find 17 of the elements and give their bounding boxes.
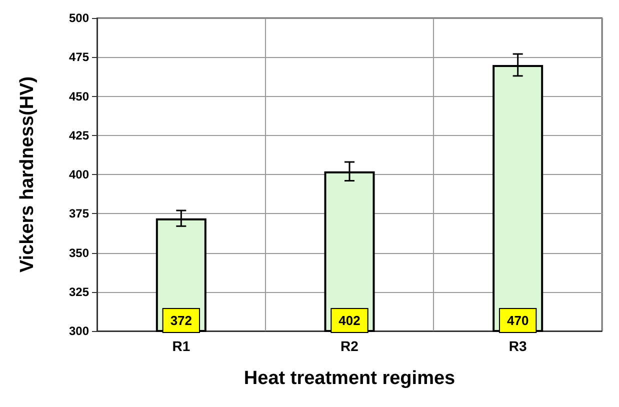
data-label: 470: [506, 313, 529, 328]
x-tick-label: R3: [508, 338, 527, 354]
y-tick-label: 425: [68, 128, 90, 142]
y-tick-label: 325: [68, 284, 90, 299]
y-tick-label: 475: [68, 50, 90, 64]
y-tick-label: 500: [68, 11, 90, 25]
x-tick-label: R2: [340, 338, 359, 354]
data-label: 372: [170, 313, 192, 328]
x-tick-label: R1: [172, 338, 190, 354]
data-label: 402: [338, 313, 360, 328]
y-axis-title: Vickers hardness(HV): [17, 76, 38, 273]
y-tick-label: 375: [68, 206, 90, 221]
y-tick-label: 300: [68, 324, 90, 338]
x-axis-title: Heat treatment regimes: [244, 368, 456, 389]
y-tick-label: 450: [68, 89, 90, 104]
y-tick-label: 400: [68, 168, 90, 182]
y-tick-label: 350: [68, 246, 90, 260]
